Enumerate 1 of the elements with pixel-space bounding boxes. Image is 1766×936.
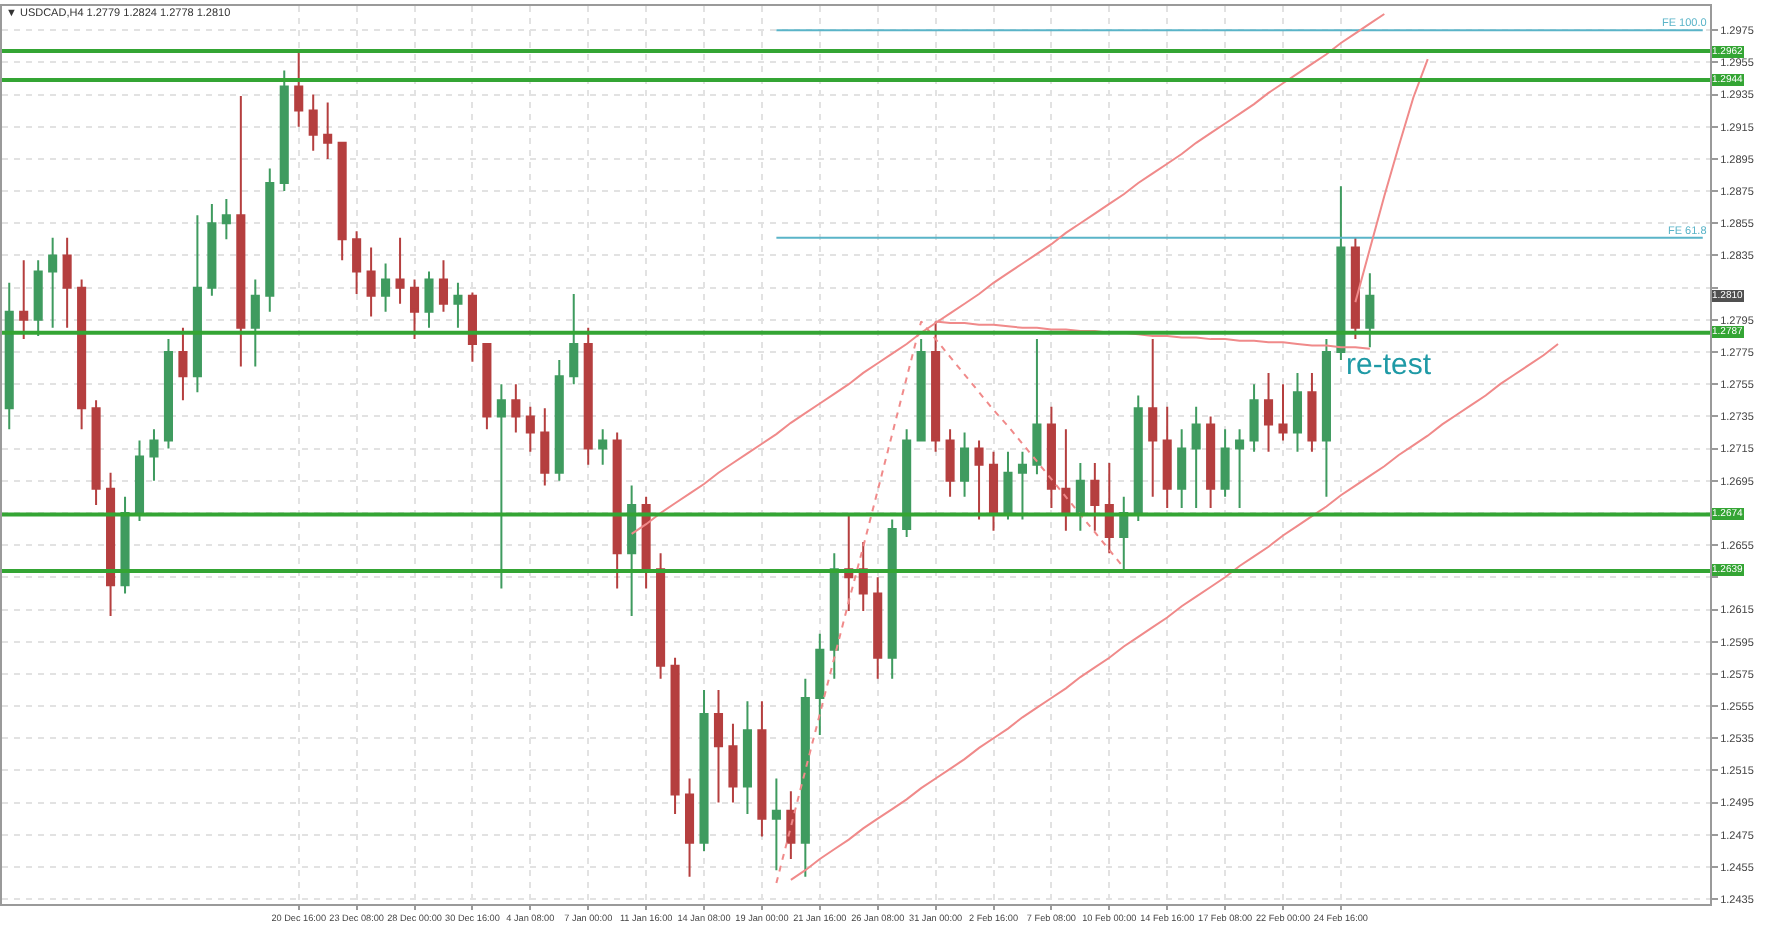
annotation: re-test xyxy=(1346,348,1433,382)
